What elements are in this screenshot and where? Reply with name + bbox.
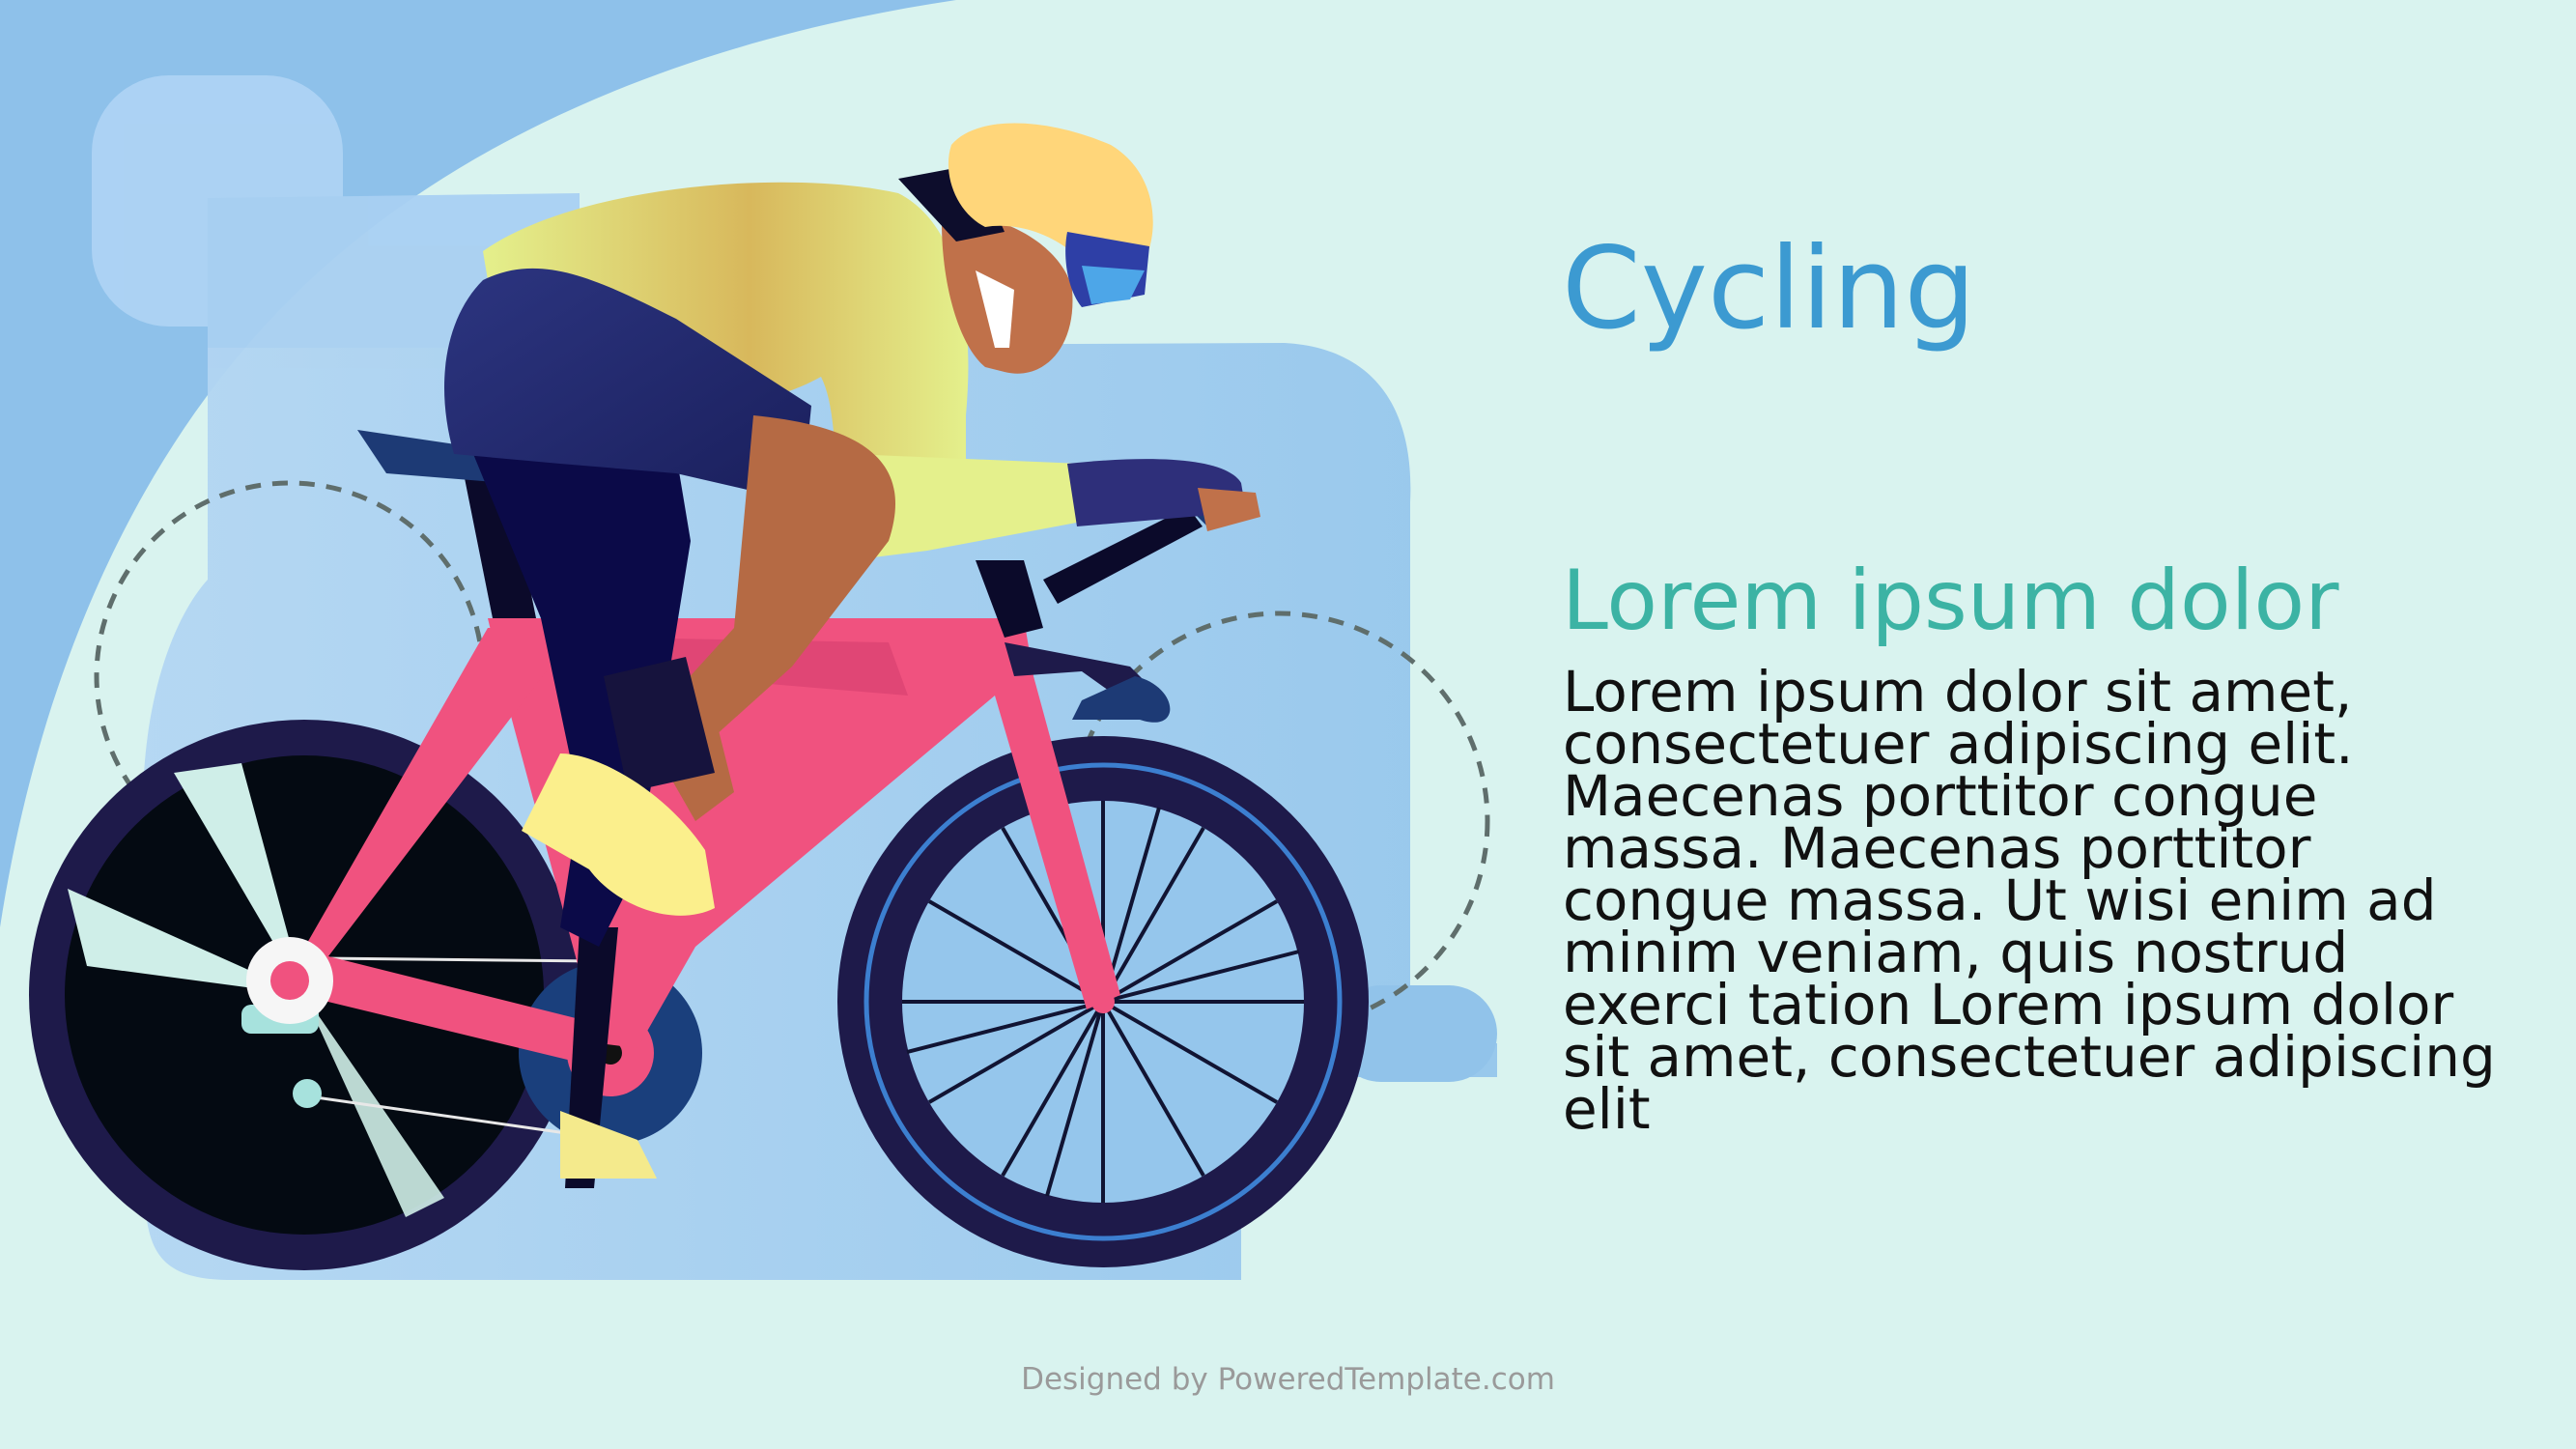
footer-credit: Designed by PoweredTemplate.com — [1021, 1362, 1555, 1397]
rider — [444, 123, 1260, 1179]
slide-body-text: Lorem ipsum dolor sit amet, consectetuer… — [1563, 659, 2496, 1142]
slide-subtitle: Lorem ipsum dolor — [1562, 553, 2339, 649]
slide-title: Cycling — [1562, 222, 1976, 355]
